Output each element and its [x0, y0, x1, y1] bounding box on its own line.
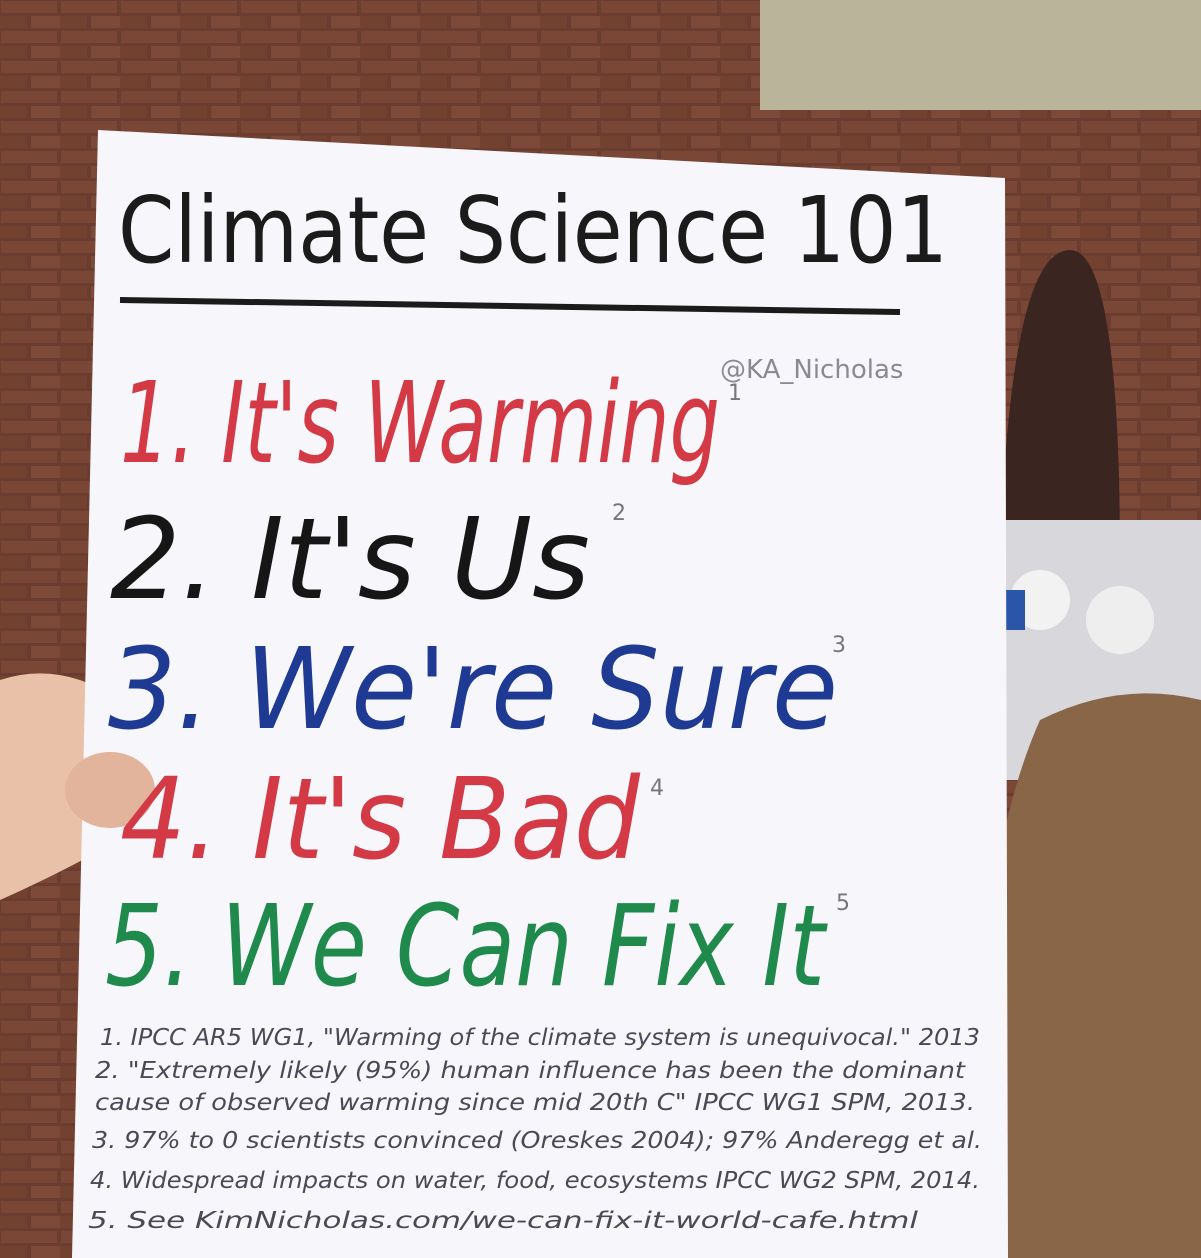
- stone-band: [760, 0, 1201, 110]
- footnote-ref: 1: [728, 381, 742, 406]
- point: 5. We Can Fix It: [105, 882, 828, 1012]
- sign-title: Climate Science 101: [118, 177, 948, 284]
- hair: [981, 693, 1201, 1258]
- footnote: 2. "Extremely likely (95%) human influen…: [95, 1058, 966, 1084]
- footnote-ref: 4: [650, 776, 664, 801]
- footnote: cause of observed warming since mid 20th…: [95, 1090, 975, 1116]
- point: 2. It's Us: [110, 495, 590, 625]
- footnote-ref: 5: [836, 891, 850, 916]
- footnote: 4. Widespread impacts on water, food, ec…: [90, 1168, 980, 1194]
- footnote: 5. See KimNicholas.com/we-can-fix-it-wor…: [88, 1208, 919, 1234]
- point: 3. We're Sure: [108, 625, 838, 755]
- footnote: 3. 97% to 0 scientists convinced (Oreske…: [92, 1128, 982, 1154]
- footnote-ref: 2: [612, 501, 626, 526]
- title-underline: [119, 297, 901, 315]
- person: [1086, 586, 1154, 654]
- thumb: [65, 752, 155, 828]
- footnote: 1. IPCC AR5 WG1, "Warming of the climate…: [100, 1025, 980, 1051]
- point: 1. It's Warming: [120, 359, 720, 489]
- footnote-ref: 3: [832, 633, 846, 658]
- point: 4. It's Bad: [120, 755, 641, 885]
- arched-window: [1000, 250, 1120, 560]
- credit: @KA_Nicholas: [720, 355, 903, 385]
- paper-sign: [72, 130, 1008, 1258]
